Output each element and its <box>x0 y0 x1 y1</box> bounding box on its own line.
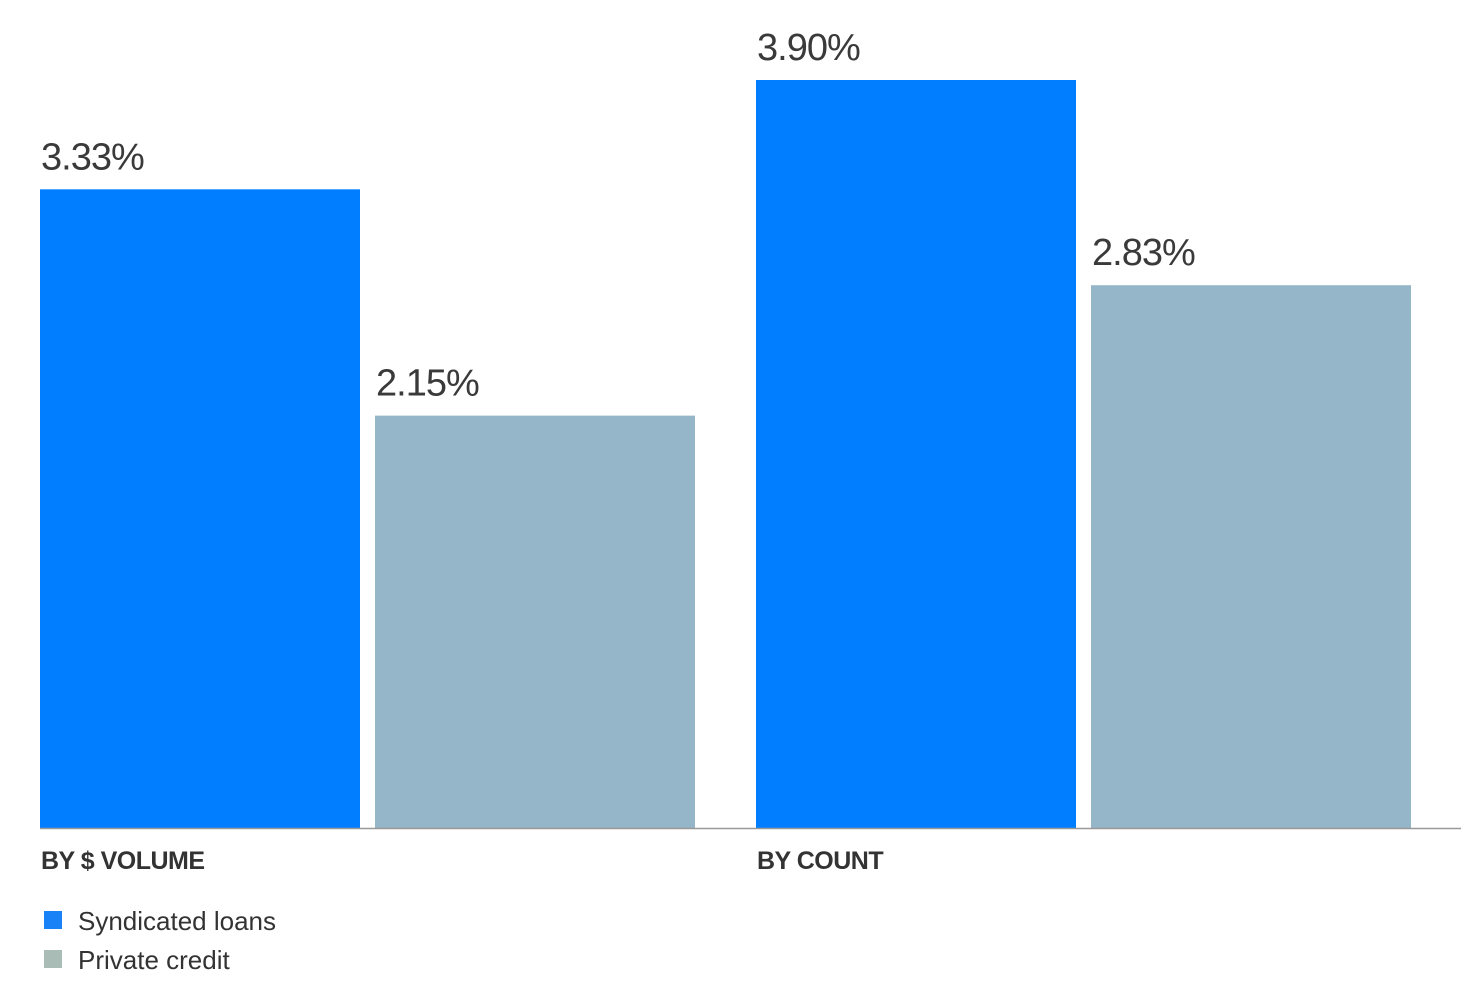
category-label-by-count: BY COUNT <box>757 847 883 875</box>
bar-private-credit-by-count <box>1091 285 1411 828</box>
value-labels-group: 3.33% 2.15% 3.90% 2.83% <box>41 27 1196 405</box>
bar-syndicated-loans-by-volume <box>40 189 360 829</box>
data-label-private-credit-by-count: 2.83% <box>1092 232 1195 274</box>
category-labels-group: BY $ VOLUME BY COUNT <box>41 847 884 875</box>
bar-syndicated-loans-by-count <box>756 80 1076 828</box>
data-label-syndicated-loans-by-count: 3.90% <box>757 27 860 69</box>
bar-private-credit-by-volume <box>375 415 695 828</box>
legend-swatch-private-credit <box>44 950 62 968</box>
legend-label-syndicated-loans: Syndicated loans <box>78 906 276 936</box>
data-label-private-credit-by-volume: 2.15% <box>376 363 479 405</box>
legend-label-private-credit: Private credit <box>78 945 230 975</box>
bars-group <box>40 80 1411 829</box>
data-label-syndicated-loans-by-volume: 3.33% <box>41 136 144 178</box>
legend-swatch-syndicated-loans <box>44 911 62 929</box>
category-label-by-volume: BY $ VOLUME <box>41 847 205 875</box>
legend: Syndicated loans Private credit <box>44 906 276 975</box>
